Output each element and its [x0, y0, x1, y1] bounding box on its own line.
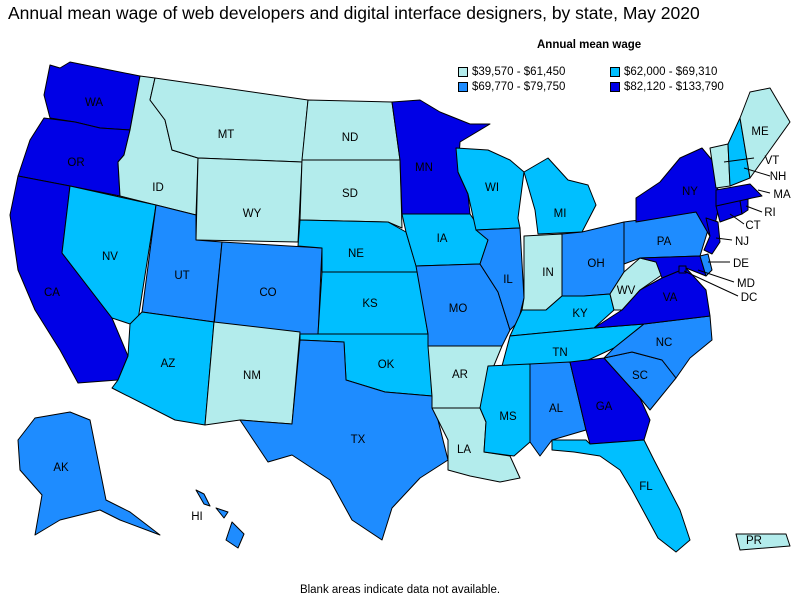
state-wy[interactable] — [195, 157, 303, 243]
state-label-ny: NY — [682, 186, 698, 198]
legend-swatch-bin-1 — [458, 67, 468, 77]
leader-vt — [723, 157, 755, 163]
state-label-wy: WY — [243, 208, 262, 220]
state-label-ga: GA — [596, 401, 613, 413]
state-label-in: IN — [542, 267, 554, 279]
state-sd[interactable] — [299, 159, 403, 229]
state-label-wv: WV — [617, 285, 636, 297]
state-label-ca: CA — [44, 287, 60, 299]
state-label-mo: MO — [449, 303, 468, 315]
state-label-ri: RI — [764, 207, 776, 219]
state-label-ky: KY — [572, 308, 588, 320]
legend-item-bin-4: $82,120 - $133,790 — [610, 81, 724, 93]
state-de[interactable] — [699, 253, 713, 277]
state-label-va: VA — [663, 292, 678, 304]
state-label-nc: NC — [656, 337, 673, 349]
state-label-ok: OK — [378, 359, 395, 371]
state-label-or: OR — [67, 157, 84, 169]
state-fl[interactable] — [551, 439, 691, 553]
state-hi[interactable] — [195, 489, 245, 549]
state-label-wa: WA — [85, 97, 103, 109]
leader-nh — [743, 167, 771, 177]
state-label-la: LA — [457, 444, 471, 456]
leader-md — [697, 269, 735, 283]
state-label-hi: HI — [191, 511, 203, 523]
legend-swatch-bin-2 — [610, 67, 620, 77]
state-label-sc: SC — [632, 370, 648, 382]
state-label-al: AL — [549, 403, 564, 415]
legend-heading: Annual mean wage — [537, 39, 642, 51]
legend-item-bin-2: $62,000 - $69,310 — [610, 66, 717, 78]
footnote: Blank areas indicate data not available. — [299, 584, 501, 596]
map-title: Annual mean wage of web developers and d… — [8, 3, 700, 23]
leader-ct — [729, 213, 745, 225]
legend-swatch-bin-4 — [610, 82, 620, 92]
state-nj[interactable] — [703, 217, 721, 255]
legend-label-bin-3: $69,770 - $79,750 — [472, 81, 566, 93]
state-label-ia: IA — [437, 233, 448, 245]
state-label-ma: MA — [773, 189, 791, 201]
state-label-me: ME — [751, 126, 769, 138]
state-label-il: IL — [503, 274, 513, 286]
leader-dc — [683, 270, 739, 297]
state-il[interactable] — [475, 227, 525, 331]
state-label-mi: MI — [554, 208, 567, 220]
leader-nj — [715, 237, 733, 241]
state-label-id: ID — [152, 182, 164, 194]
state-label-oh: OH — [587, 258, 604, 270]
legend-label-bin-1: $39,570 - $61,450 — [472, 66, 566, 78]
state-nd[interactable] — [301, 99, 401, 161]
state-mt[interactable] — [149, 77, 309, 163]
state-label-dc: DC — [741, 292, 758, 304]
leader-ri — [745, 205, 763, 213]
state-ma[interactable] — [715, 183, 763, 207]
state-label-md: MD — [737, 278, 755, 290]
state-label-ct: CT — [745, 220, 760, 232]
state-label-pa: PA — [657, 236, 672, 248]
state-label-ne: NE — [348, 248, 364, 260]
state-label-ak: AK — [53, 462, 69, 474]
state-label-nv: NV — [102, 251, 118, 263]
state-label-de: DE — [733, 258, 749, 270]
state-label-vt: VT — [765, 155, 780, 167]
state-label-az: AZ — [161, 358, 176, 370]
legend-label-bin-4: $82,120 - $133,790 — [624, 81, 724, 93]
state-wi[interactable] — [455, 147, 525, 231]
state-tx[interactable] — [239, 339, 449, 541]
state-me[interactable] — [739, 87, 791, 179]
state-label-ar: AR — [452, 369, 468, 381]
legend-item-bin-1: $39,570 - $61,450 — [458, 66, 565, 78]
state-ms[interactable] — [479, 363, 531, 457]
state-pr[interactable] — [735, 533, 791, 551]
state-label-wi: WI — [485, 182, 499, 194]
state-label-tn: TN — [552, 347, 567, 359]
legend-label-bin-2: $62,000 - $69,310 — [624, 66, 718, 78]
legend-swatch-bin-3 — [458, 82, 468, 92]
state-label-nh: NH — [770, 171, 787, 183]
legend-item-bin-3: $69,770 - $79,750 — [458, 81, 565, 93]
leader-ma — [757, 189, 771, 194]
state-label-fl: FL — [639, 481, 653, 493]
state-label-co: CO — [259, 287, 276, 299]
state-label-ms: MS — [499, 411, 517, 423]
state-label-nj: NJ — [735, 236, 749, 248]
state-label-tx: TX — [351, 434, 366, 446]
state-label-sd: SD — [342, 188, 358, 200]
state-label-nm: NM — [243, 370, 261, 382]
state-ak[interactable] — [17, 411, 161, 536]
state-label-ks: KS — [362, 298, 378, 310]
state-label-mt: MT — [218, 129, 235, 141]
state-label-pr: PR — [746, 535, 762, 547]
state-label-ut: UT — [174, 270, 189, 282]
state-label-mn: MN — [415, 162, 433, 174]
state-mi[interactable] — [523, 157, 597, 235]
state-label-nd: ND — [342, 132, 359, 144]
